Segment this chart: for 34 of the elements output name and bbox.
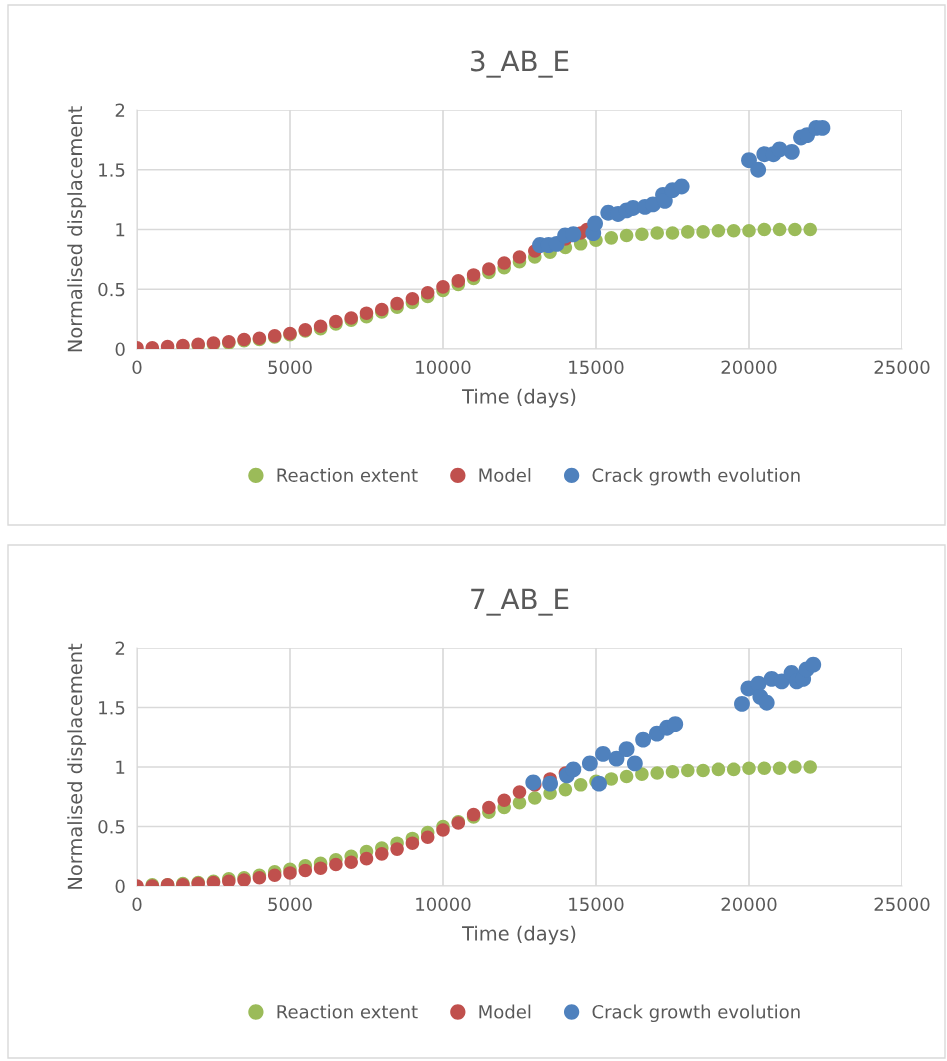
y-tick-label: 1 [116, 760, 125, 774]
x-tick-label: 25000 [874, 897, 930, 912]
x-tick-label: 15000 [569, 897, 624, 912]
y-axis-title: Normalised displacement [67, 106, 87, 352]
y-tick-label: 0.5 [98, 282, 125, 297]
x-tick-label: 20000 [721, 360, 777, 375]
x-tick-label: 0 [132, 360, 142, 375]
y-tick-label: 0.5 [98, 819, 125, 834]
legend-label: Crack growth evolution [592, 468, 800, 486]
x-tick-label: 5000 [268, 897, 312, 912]
x-axis-title: Time (days) [462, 925, 576, 945]
y-tick-label: 1.5 [99, 163, 125, 177]
legend-label: Crack growth evolution [592, 1004, 800, 1023]
y-tick-label: 2 [115, 641, 125, 655]
x-axis-title: Time (days) [462, 388, 576, 408]
x-tick-label: 5000 [268, 360, 312, 375]
legend-label: Reaction extent [277, 468, 418, 482]
y-axis-title: Normalised displacement [67, 643, 87, 889]
chart-title: 7_AB_E [471, 588, 569, 616]
y-tick-label: 1.5 [99, 701, 125, 715]
x-tick-label: 25000 [874, 360, 930, 375]
y-tick-label: 0 [115, 879, 125, 894]
x-tick-label: 10000 [416, 897, 471, 912]
chart-title: 3_AB_E [471, 50, 569, 78]
x-tick-label: 10000 [416, 360, 471, 375]
legend-label: Model [479, 1004, 531, 1019]
y-tick-label: 0 [115, 342, 125, 357]
y-tick-label: 2 [115, 103, 125, 117]
y-tick-label: 1 [116, 223, 125, 237]
legend-label: Model [479, 468, 531, 482]
x-tick-label: 0 [132, 897, 142, 912]
x-tick-label: 15000 [569, 360, 624, 375]
x-tick-label: 20000 [721, 897, 777, 912]
legend-label: Reaction extent [277, 1004, 418, 1019]
